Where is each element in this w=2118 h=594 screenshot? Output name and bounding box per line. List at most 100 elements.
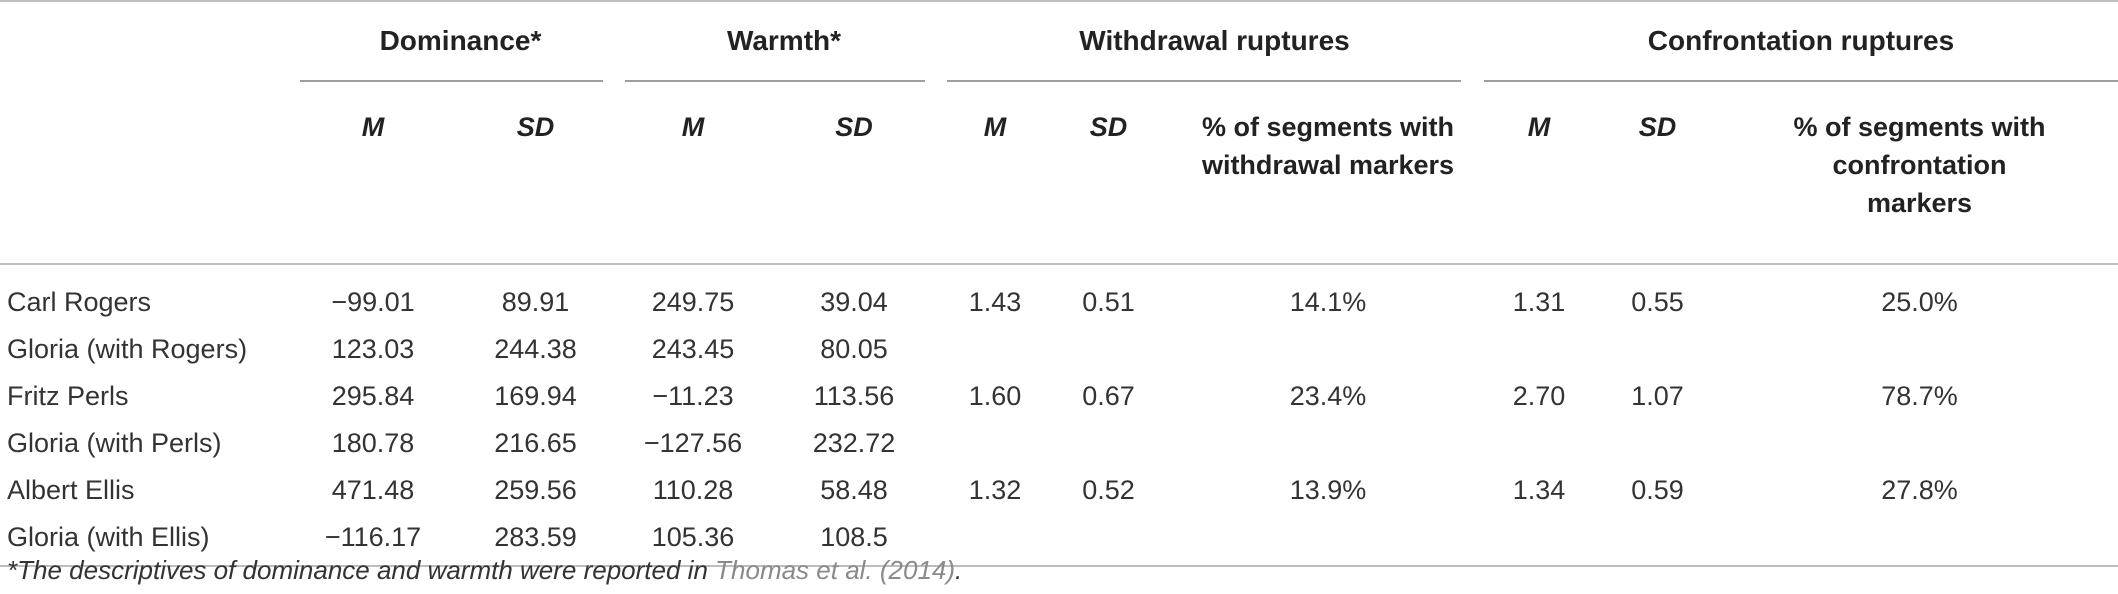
row-label: Carl Rogers xyxy=(7,287,152,317)
descriptives-table: Dominance* Warmth* Withdrawal ruptures C… xyxy=(0,0,2118,568)
cell-confrontation-sd: 1.07 xyxy=(1631,381,1684,411)
footnote-text: *The descriptives of dominance and warmt… xyxy=(7,555,716,585)
cell-dominance-m: 471.48 xyxy=(331,475,415,505)
group-header-confrontation-label: Confrontation ruptures xyxy=(1647,25,1955,56)
footnote-end: . xyxy=(955,555,963,585)
cell-warmth-sd: 232.72 xyxy=(812,428,896,458)
cell-dominance-m: −99.01 xyxy=(331,287,415,317)
group-underline-warmth xyxy=(625,80,925,82)
subheader-row: M SD M SD M SD % of segments with withdr… xyxy=(0,82,2118,265)
cell-confrontation-m xyxy=(1484,326,1594,373)
cell-dominance-sd: 169.94 xyxy=(494,381,577,411)
table-row: Gloria (with Perls) 180.78 216.65 −127.5… xyxy=(0,420,2118,467)
cell-warmth-sd: 58.48 xyxy=(820,475,888,505)
subheader-withdrawal-pct-line1: % of segments with xyxy=(1201,112,1455,142)
group-underline-withdrawal xyxy=(947,80,1461,82)
cell-withdrawal-m: 1.43 xyxy=(968,287,1022,317)
subheader-confrontation-pct-line3: markers xyxy=(1866,188,1973,218)
cell-withdrawal-sd xyxy=(1045,514,1172,566)
cell-confrontation-pct xyxy=(1721,326,2118,373)
cell-warmth-m: 243.45 xyxy=(651,334,735,364)
table-row: Fritz Perls 295.84 169.94 −11.23 113.56 … xyxy=(0,373,2118,420)
row-label: Gloria (with Perls) xyxy=(7,428,222,458)
group-header-withdrawal: Withdrawal ruptures xyxy=(945,2,1484,82)
row-label: Fritz Perls xyxy=(7,381,129,411)
cell-dominance-sd: 283.59 xyxy=(494,522,577,552)
subheader-warmth-m: M xyxy=(623,82,763,265)
cell-warmth-m: 110.28 xyxy=(652,475,734,505)
cell-withdrawal-sd: 0.51 xyxy=(1082,287,1135,317)
group-underline-confrontation xyxy=(1484,80,2118,82)
group-header-warmth-label: Warmth* xyxy=(726,25,842,56)
cell-warmth-sd: 80.05 xyxy=(820,334,888,364)
subheader-confrontation-m: M xyxy=(1484,82,1594,265)
cell-confrontation-pct: 78.7% xyxy=(1881,381,1958,411)
subheader-dominance-sd: SD xyxy=(448,82,623,265)
cell-withdrawal-sd xyxy=(1045,326,1172,373)
cell-dominance-m: 180.78 xyxy=(331,428,415,458)
cell-confrontation-m: 2.70 xyxy=(1512,381,1566,411)
cell-dominance-sd: 259.56 xyxy=(494,475,577,505)
cell-withdrawal-sd: 0.52 xyxy=(1082,475,1135,505)
subheader-withdrawal-m: M xyxy=(945,82,1045,265)
cell-warmth-sd: 108.5 xyxy=(820,522,888,552)
footnote-citation-link[interactable]: Thomas et al. (2014) xyxy=(715,555,956,585)
cell-withdrawal-m xyxy=(945,326,1045,373)
cell-withdrawal-m: 1.60 xyxy=(968,381,1022,411)
cell-confrontation-pct xyxy=(1721,514,2118,566)
table-row: Carl Rogers −99.01 89.91 249.75 39.04 1.… xyxy=(0,264,2118,326)
cell-confrontation-sd: 0.59 xyxy=(1631,475,1684,505)
descriptives-table-container: Dominance* Warmth* Withdrawal ruptures C… xyxy=(0,0,2118,568)
cell-confrontation-m: 1.31 xyxy=(1512,287,1566,317)
subheader-dominance-m: M xyxy=(298,82,448,265)
subheader-confrontation-pct: % of segments with confrontation markers xyxy=(1721,82,2118,265)
empty-corner-cell xyxy=(0,2,298,82)
cell-dominance-m: 295.84 xyxy=(331,381,415,411)
cell-withdrawal-m xyxy=(945,420,1045,467)
cell-confrontation-sd xyxy=(1594,326,1721,373)
row-label: Gloria (with Ellis) xyxy=(7,522,210,552)
cell-dominance-sd: 216.65 xyxy=(494,428,577,458)
subheader-withdrawal-pct: % of segments with withdrawal markers xyxy=(1172,82,1484,265)
table-row: Gloria (with Rogers) 123.03 244.38 243.4… xyxy=(0,326,2118,373)
cell-confrontation-m xyxy=(1484,420,1594,467)
table-footnote: *The descriptives of dominance and warmt… xyxy=(7,555,962,586)
cell-warmth-m: 105.36 xyxy=(651,522,735,552)
cell-warmth-m: 249.75 xyxy=(651,287,735,317)
row-label: Gloria (with Rogers) xyxy=(7,334,248,364)
subheader-warmth-sd: SD xyxy=(763,82,945,265)
cell-confrontation-sd xyxy=(1594,514,1721,566)
cell-confrontation-m: 1.34 xyxy=(1512,475,1566,505)
cell-dominance-sd: 89.91 xyxy=(501,287,570,317)
cell-withdrawal-pct: 23.4% xyxy=(1289,381,1367,411)
subheader-withdrawal-sd: SD xyxy=(1045,82,1172,265)
cell-dominance-m: 123.03 xyxy=(331,334,415,364)
cell-warmth-m: −127.56 xyxy=(643,428,743,458)
cell-warmth-m: −11.23 xyxy=(652,381,734,411)
group-header-dominance-label: Dominance* xyxy=(379,25,542,56)
cell-withdrawal-pct: 14.1% xyxy=(1289,287,1367,317)
cell-warmth-sd: 39.04 xyxy=(820,287,888,317)
cell-withdrawal-m: 1.32 xyxy=(968,475,1022,505)
table-row: Gloria (with Ellis) −116.17 283.59 105.3… xyxy=(0,514,2118,566)
cell-warmth-sd: 113.56 xyxy=(813,381,895,411)
cell-dominance-sd: 244.38 xyxy=(494,334,577,364)
cell-withdrawal-sd: 0.67 xyxy=(1082,381,1135,411)
cell-dominance-m: −116.17 xyxy=(324,522,422,552)
group-header-confrontation: Confrontation ruptures xyxy=(1484,2,2118,82)
cell-withdrawal-pct xyxy=(1172,514,1484,566)
row-label: Albert Ellis xyxy=(7,475,135,505)
cell-confrontation-pct: 25.0% xyxy=(1881,287,1958,317)
subheader-confrontation-pct-line2: confrontation xyxy=(1832,150,2007,180)
cell-confrontation-m xyxy=(1484,514,1594,566)
group-header-withdrawal-label: Withdrawal ruptures xyxy=(1079,25,1350,56)
group-header-warmth: Warmth* xyxy=(623,2,945,82)
empty-subheader-cell xyxy=(0,82,298,265)
cell-confrontation-pct: 27.8% xyxy=(1881,475,1958,505)
subheader-confrontation-sd: SD xyxy=(1594,82,1721,265)
group-header-dominance: Dominance* xyxy=(298,2,623,82)
subheader-confrontation-pct-line1: % of segments with xyxy=(1793,112,2046,142)
cell-withdrawal-pct xyxy=(1172,420,1484,467)
group-underline-dominance xyxy=(300,80,603,82)
cell-withdrawal-sd xyxy=(1045,420,1172,467)
